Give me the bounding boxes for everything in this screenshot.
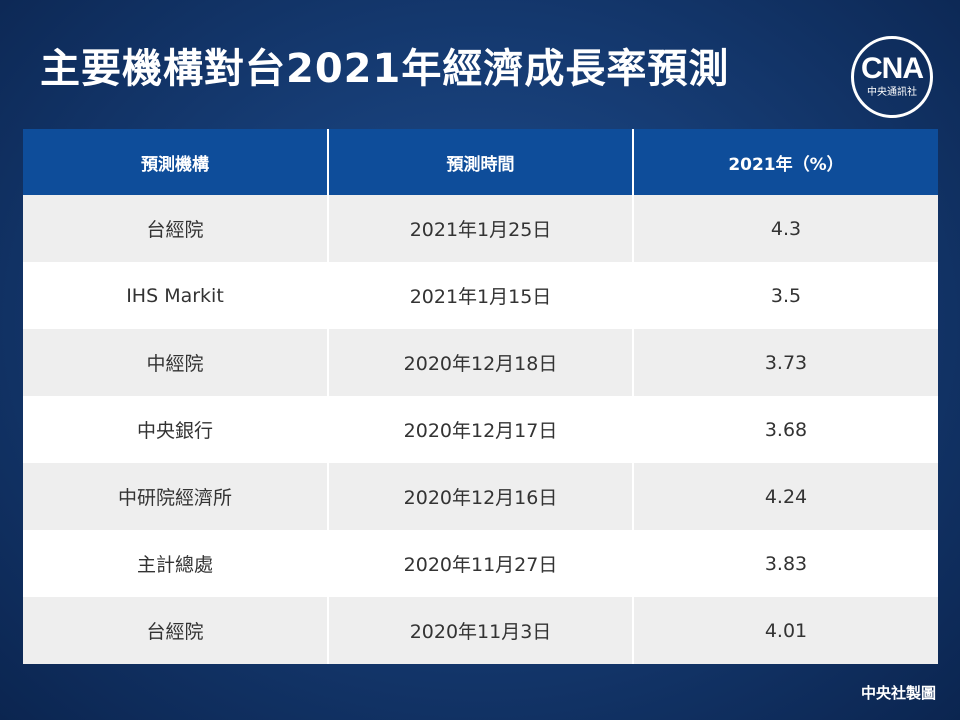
cell-date: 2020年12月16日 (328, 463, 634, 530)
cell-date: 2021年1月25日 (328, 195, 634, 262)
cna-logo-subtitle: 中央通訊社 (867, 87, 917, 98)
credit-text: 中央社製圖 (860, 684, 936, 702)
cell-institution: 中央銀行 (23, 396, 329, 463)
table-row: 中研院經濟所 2020年12月16日 4.24 (23, 463, 938, 530)
cell-value: 4.24 (633, 463, 938, 530)
cell-date: 2020年12月17日 (328, 396, 634, 463)
table-row: 主計總處 2020年11月27日 3.83 (23, 530, 938, 597)
cell-institution: 中經院 (23, 329, 329, 396)
cna-logo-mark: CNA (861, 52, 924, 85)
header-institution: 預測機構 (23, 129, 329, 195)
table-row: 台經院 2021年1月25日 4.3 (23, 195, 938, 262)
cell-date: 2021年1月15日 (328, 262, 634, 329)
cell-date: 2020年11月3日 (328, 597, 634, 664)
cell-date: 2020年12月18日 (328, 329, 634, 396)
cell-value: 4.3 (633, 195, 938, 262)
cell-institution: 中研院經濟所 (23, 463, 329, 530)
cell-institution: IHS Markit (23, 262, 329, 329)
cell-value: 4.01 (633, 597, 938, 664)
header-growth-2021: 2021年（%） (633, 129, 938, 195)
cell-date: 2020年11月27日 (328, 530, 634, 597)
table-row: 中經院 2020年12月18日 3.73 (23, 329, 938, 396)
table-row: 台經院 2020年11月3日 4.01 (23, 597, 938, 664)
cell-institution: 台經院 (23, 195, 329, 262)
cell-value: 3.73 (633, 329, 938, 396)
cell-value: 3.83 (633, 530, 938, 597)
forecast-table: 預測機構 預測時間 2021年（%） 台經院 2021年1月25日 4.3 IH… (23, 129, 938, 664)
header-forecast-date: 預測時間 (328, 129, 634, 195)
table-row: IHS Markit 2021年1月15日 3.5 (23, 262, 938, 329)
cna-logo: CNA 中央通訊社 (851, 36, 933, 118)
cell-value: 3.68 (633, 396, 938, 463)
table-header-row: 預測機構 預測時間 2021年（%） (23, 129, 938, 195)
table-row: 中央銀行 2020年12月17日 3.68 (23, 396, 938, 463)
cell-value: 3.5 (633, 262, 938, 329)
page-title: 主要機構對台2021年經濟成長率預測 (40, 46, 730, 92)
cell-institution: 台經院 (23, 597, 329, 664)
cell-institution: 主計總處 (23, 530, 329, 597)
